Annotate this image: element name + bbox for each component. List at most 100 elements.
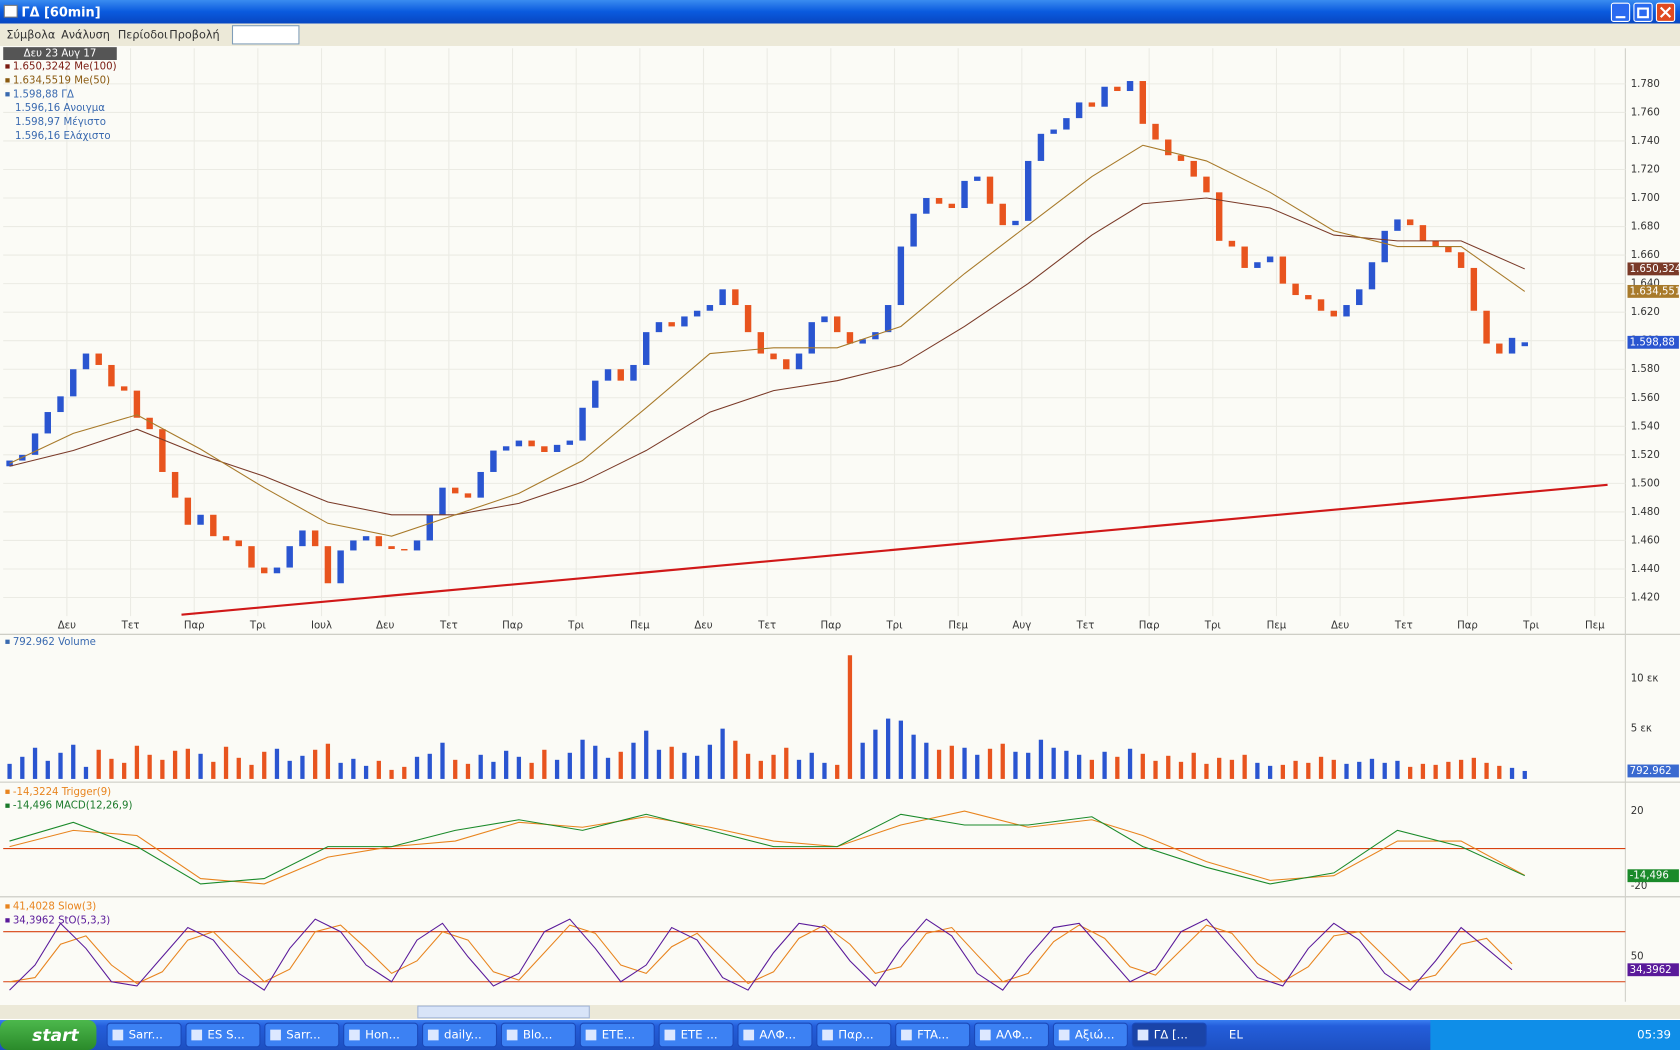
task-button[interactable] bbox=[343, 1022, 419, 1048]
candle bbox=[655, 322, 663, 333]
x-tick-label: Πεμ bbox=[1267, 621, 1287, 632]
legend-marker bbox=[5, 904, 10, 909]
y-tick-label: 1.440 bbox=[1631, 564, 1660, 575]
legend-text: 1.598,88 ΓΔ bbox=[13, 89, 74, 100]
language[interactable]: EL bbox=[1229, 1028, 1243, 1042]
task-label: ETE ... bbox=[681, 1028, 718, 1042]
task-button[interactable] bbox=[106, 1022, 182, 1048]
volume-bar bbox=[351, 758, 356, 779]
volume-bar bbox=[1318, 756, 1324, 779]
x-tick-label: Δευ bbox=[1331, 621, 1349, 632]
volume-bar bbox=[822, 762, 827, 779]
system-tray bbox=[1430, 1020, 1680, 1050]
legend-text: 1.650,3242 Me(100) bbox=[13, 61, 117, 72]
candle bbox=[57, 396, 64, 413]
x-tick-label: Τετ bbox=[1076, 621, 1095, 632]
volume-bar bbox=[1153, 760, 1158, 779]
menu-item[interactable]: Περίοδοι bbox=[118, 28, 168, 41]
candle bbox=[146, 417, 153, 430]
x-tick-label: Παρ bbox=[820, 621, 841, 632]
candle bbox=[1165, 139, 1172, 156]
task-button[interactable] bbox=[816, 1022, 892, 1048]
scrollbar[interactable] bbox=[0, 1005, 1680, 1019]
volume-bar bbox=[1471, 757, 1476, 779]
scroll-thumb[interactable] bbox=[417, 1005, 590, 1019]
y-tick-label: 1.760 bbox=[1631, 107, 1660, 118]
volume-bar bbox=[1267, 765, 1273, 779]
task-button[interactable] bbox=[658, 1022, 734, 1048]
clock: 05:39 bbox=[1637, 1028, 1671, 1042]
volume-bar bbox=[605, 757, 611, 779]
x-tick-label: Ιουλ bbox=[311, 621, 332, 632]
volume-bar bbox=[45, 760, 50, 779]
task-icon bbox=[664, 1029, 676, 1041]
volume-bar bbox=[109, 758, 114, 779]
volume-bar bbox=[835, 764, 840, 779]
menu-item[interactable]: Προβολή bbox=[169, 28, 219, 41]
task-label: Blo... bbox=[523, 1028, 553, 1042]
candle bbox=[1177, 155, 1185, 161]
task-button[interactable] bbox=[974, 1022, 1050, 1048]
task-button[interactable] bbox=[895, 1022, 971, 1048]
volume-bar bbox=[1242, 754, 1247, 779]
candle bbox=[604, 369, 612, 381]
start-button[interactable] bbox=[0, 1020, 97, 1050]
x-tick-label: Τετ bbox=[757, 621, 776, 632]
end-label: 1.650,324 bbox=[1630, 264, 1680, 275]
volume-bar bbox=[147, 754, 152, 779]
menu-item[interactable]: Σύμβολα bbox=[6, 28, 55, 41]
candle bbox=[120, 386, 128, 391]
volume-bar bbox=[924, 742, 929, 779]
candle bbox=[464, 493, 472, 498]
task-button[interactable] bbox=[500, 1022, 576, 1048]
restore-button[interactable] bbox=[1633, 2, 1653, 22]
minimize-button[interactable] bbox=[1610, 2, 1631, 22]
candle bbox=[1521, 342, 1528, 347]
volume-bar bbox=[1484, 762, 1489, 779]
task-label: Sarr... bbox=[286, 1028, 320, 1042]
volume-bar bbox=[7, 763, 12, 779]
task-icon bbox=[901, 1029, 912, 1041]
candle bbox=[1470, 267, 1478, 311]
y-tick-label: 1.780 bbox=[1631, 79, 1660, 90]
candle bbox=[579, 407, 586, 441]
candle bbox=[82, 353, 90, 370]
volume-bar bbox=[402, 766, 407, 779]
x-tick-label: Δευ bbox=[376, 621, 394, 632]
series-line bbox=[9, 924, 1513, 985]
end-label: 1.598,88 bbox=[1630, 337, 1675, 348]
candle bbox=[222, 536, 230, 541]
volume-bar bbox=[554, 759, 560, 779]
volume-bar bbox=[83, 766, 89, 779]
legend-text: -14,496 MACD(12,26,9) bbox=[13, 801, 133, 812]
candle bbox=[719, 289, 726, 306]
volume-bar bbox=[949, 745, 954, 779]
task-button[interactable] bbox=[1131, 1022, 1207, 1048]
volume-bar bbox=[516, 756, 522, 779]
task-label: FTA... bbox=[917, 1028, 949, 1042]
candle bbox=[452, 487, 459, 494]
volume-bar bbox=[1433, 764, 1438, 779]
task-button[interactable] bbox=[579, 1022, 655, 1048]
menu-item[interactable]: Ανάλυση bbox=[61, 28, 110, 41]
volume-bar bbox=[1000, 743, 1005, 779]
task-button[interactable] bbox=[264, 1022, 340, 1048]
series-line bbox=[9, 144, 1526, 537]
candle bbox=[1279, 256, 1287, 284]
task-button[interactable] bbox=[185, 1022, 261, 1048]
candle bbox=[133, 390, 141, 418]
volume-bar bbox=[274, 748, 280, 779]
task-icon bbox=[112, 1029, 124, 1041]
candle bbox=[1139, 81, 1147, 124]
y-tick-label: 1.700 bbox=[1631, 193, 1660, 204]
task-icon bbox=[822, 1029, 833, 1041]
task-button[interactable] bbox=[1052, 1022, 1128, 1048]
symbol-input[interactable] bbox=[231, 25, 300, 45]
legend-text: 1.634,5519 Me(50) bbox=[13, 75, 110, 86]
x-tick-label: Τετ bbox=[1394, 621, 1413, 632]
task-button[interactable] bbox=[422, 1022, 498, 1048]
y-tick-label: 1.420 bbox=[1631, 593, 1660, 604]
task-button[interactable] bbox=[737, 1022, 813, 1048]
candle bbox=[1075, 102, 1083, 119]
volume-bar bbox=[1217, 757, 1222, 779]
